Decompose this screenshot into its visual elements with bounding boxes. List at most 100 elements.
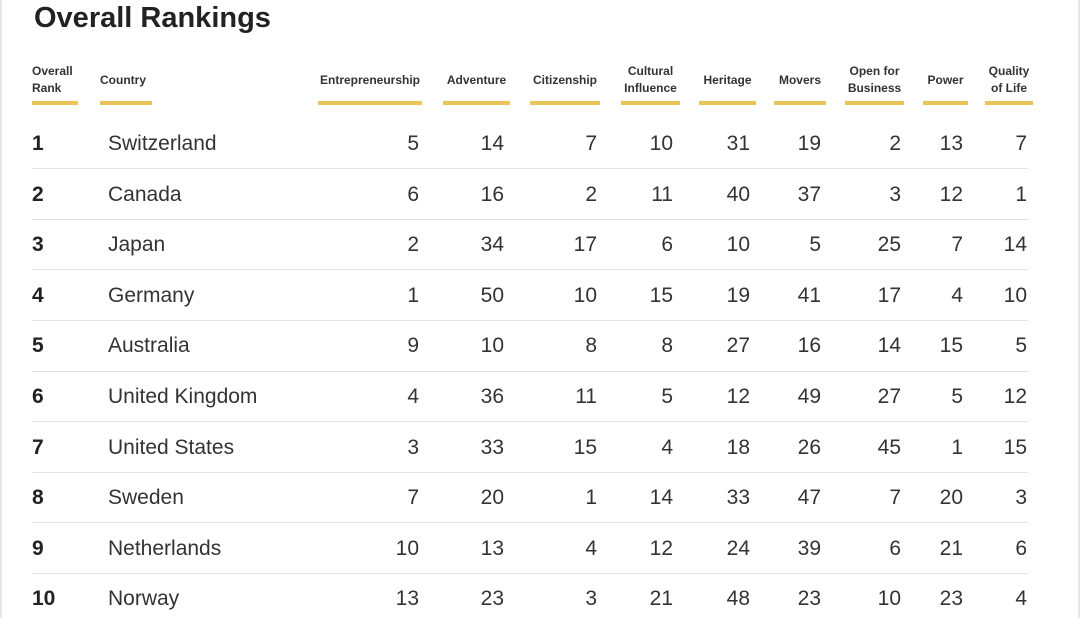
table-row: 4 Germany 1 50 10 15 19 41 17 4 10 (32, 270, 1028, 321)
score-cell-heritage: 24 (726, 537, 750, 560)
right-border (1078, 0, 1080, 618)
score-cell-heritage: 18 (726, 436, 750, 459)
score-cell-adventure: 34 (480, 233, 504, 256)
score-cell-power: 1 (951, 436, 963, 459)
header-underline (621, 101, 680, 105)
page-title: Overall Rankings (34, 2, 271, 34)
score-cell-citizenship: 15 (573, 436, 597, 459)
country-cell: Norway (108, 587, 180, 610)
score-cell-power: 21 (939, 537, 963, 560)
header-label-line: Movers (778, 72, 822, 87)
header-label-line: Rank (32, 81, 62, 95)
score-cell-quality-of-life: 6 (1015, 537, 1027, 560)
row-divider (32, 269, 1028, 270)
header-label-line: Power (927, 72, 964, 87)
score-cell-quality-of-life: 7 (1015, 132, 1027, 155)
score-cell-quality-of-life: 5 (1015, 334, 1027, 357)
header-label-line: of Life (991, 81, 1027, 95)
score-cell-cultural-influence: 14 (649, 486, 673, 509)
header-label-line: Quality (988, 64, 1030, 78)
score-cell-citizenship: 4 (585, 537, 597, 560)
table-row: 8 Sweden 7 20 1 14 33 47 7 20 3 (32, 472, 1028, 523)
header-label-line: Cultural (627, 64, 674, 78)
score-cell-power: 23 (939, 587, 963, 610)
score-cell-power: 20 (939, 486, 963, 509)
score-cell-entrepreneurship: 6 (407, 183, 419, 206)
score-cell-movers: 41 (797, 284, 821, 307)
header-quality-of-life: Quality of Life (985, 62, 1033, 98)
header-cultural-influence: Cultural Influence (621, 62, 680, 98)
score-cell-open-for-business: 45 (877, 436, 901, 459)
row-divider (32, 522, 1028, 523)
score-cell-quality-of-life: 4 (1015, 587, 1027, 610)
rank-cell: 6 (32, 385, 44, 408)
score-cell-citizenship: 17 (573, 233, 597, 256)
table-row: 2 Canada 6 16 2 11 40 37 3 12 1 (32, 169, 1028, 220)
table-row: 1 Switzerland 5 14 7 10 31 19 2 13 7 (32, 118, 1028, 169)
header-country: Country (100, 62, 160, 98)
score-cell-cultural-influence: 15 (649, 284, 673, 307)
score-cell-power: 15 (939, 334, 963, 357)
score-cell-adventure: 33 (480, 436, 504, 459)
rank-cell: 9 (32, 537, 44, 560)
header-label-line: Open for (849, 64, 900, 78)
score-cell-open-for-business: 3 (889, 183, 901, 206)
score-cell-adventure: 13 (480, 537, 504, 560)
rank-cell: 2 (32, 183, 44, 206)
score-cell-cultural-influence: 11 (651, 183, 673, 206)
score-cell-citizenship: 7 (585, 132, 597, 155)
score-cell-entrepreneurship: 1 (407, 284, 419, 307)
country-cell: Australia (108, 334, 190, 357)
header-label-line: Influence (624, 81, 677, 95)
score-cell-heritage: 40 (726, 183, 750, 206)
score-cell-cultural-influence: 21 (649, 587, 673, 610)
score-cell-open-for-business: 14 (877, 334, 901, 357)
score-cell-citizenship: 2 (585, 183, 597, 206)
score-cell-movers: 39 (797, 537, 821, 560)
score-cell-heritage: 27 (726, 334, 750, 357)
country-cell: Canada (108, 183, 182, 206)
score-cell-movers: 26 (797, 436, 821, 459)
score-cell-power: 4 (951, 284, 963, 307)
header-underline (923, 101, 968, 105)
header-label-line: Business (847, 81, 902, 95)
table-row: 5 Australia 9 10 8 8 27 16 14 15 5 (32, 320, 1028, 371)
score-cell-entrepreneurship: 4 (407, 385, 419, 408)
rank-cell: 4 (32, 284, 44, 307)
score-cell-movers: 47 (797, 486, 821, 509)
header-underline (443, 101, 510, 105)
score-cell-entrepreneurship: 13 (395, 587, 419, 610)
score-cell-citizenship: 11 (575, 385, 597, 408)
score-cell-heritage: 10 (726, 233, 750, 256)
header-adventure: Adventure (443, 62, 510, 98)
score-cell-adventure: 23 (480, 587, 504, 610)
score-cell-open-for-business: 25 (877, 233, 901, 256)
score-cell-movers: 37 (797, 183, 821, 206)
row-divider (32, 421, 1028, 422)
score-cell-cultural-influence: 12 (649, 537, 673, 560)
score-cell-power: 7 (951, 233, 963, 256)
header-label-line: Heritage (703, 72, 752, 87)
table-row: 3 Japan 2 34 17 6 10 5 25 7 14 (32, 219, 1028, 270)
score-cell-citizenship: 3 (585, 587, 597, 610)
header-citizenship: Citizenship (530, 62, 600, 98)
score-cell-heritage: 12 (726, 385, 750, 408)
country-cell: Switzerland (108, 132, 217, 155)
score-cell-open-for-business: 10 (877, 587, 901, 610)
header-underline (530, 101, 600, 105)
header-label-line: Citizenship (532, 72, 597, 87)
header-underline (32, 101, 78, 105)
score-cell-open-for-business: 17 (877, 284, 901, 307)
score-cell-adventure: 10 (480, 334, 504, 357)
score-cell-cultural-influence: 10 (649, 132, 673, 155)
header-label-line: Country (100, 72, 146, 87)
score-cell-entrepreneurship: 3 (407, 436, 419, 459)
score-cell-quality-of-life: 3 (1015, 486, 1027, 509)
score-cell-heritage: 48 (726, 587, 750, 610)
rank-cell: 8 (32, 486, 44, 509)
score-cell-open-for-business: 7 (889, 486, 901, 509)
score-cell-citizenship: 8 (585, 334, 597, 357)
rank-cell: 3 (32, 233, 44, 256)
country-cell: Germany (108, 284, 195, 307)
header-heritage: Heritage (699, 62, 756, 98)
